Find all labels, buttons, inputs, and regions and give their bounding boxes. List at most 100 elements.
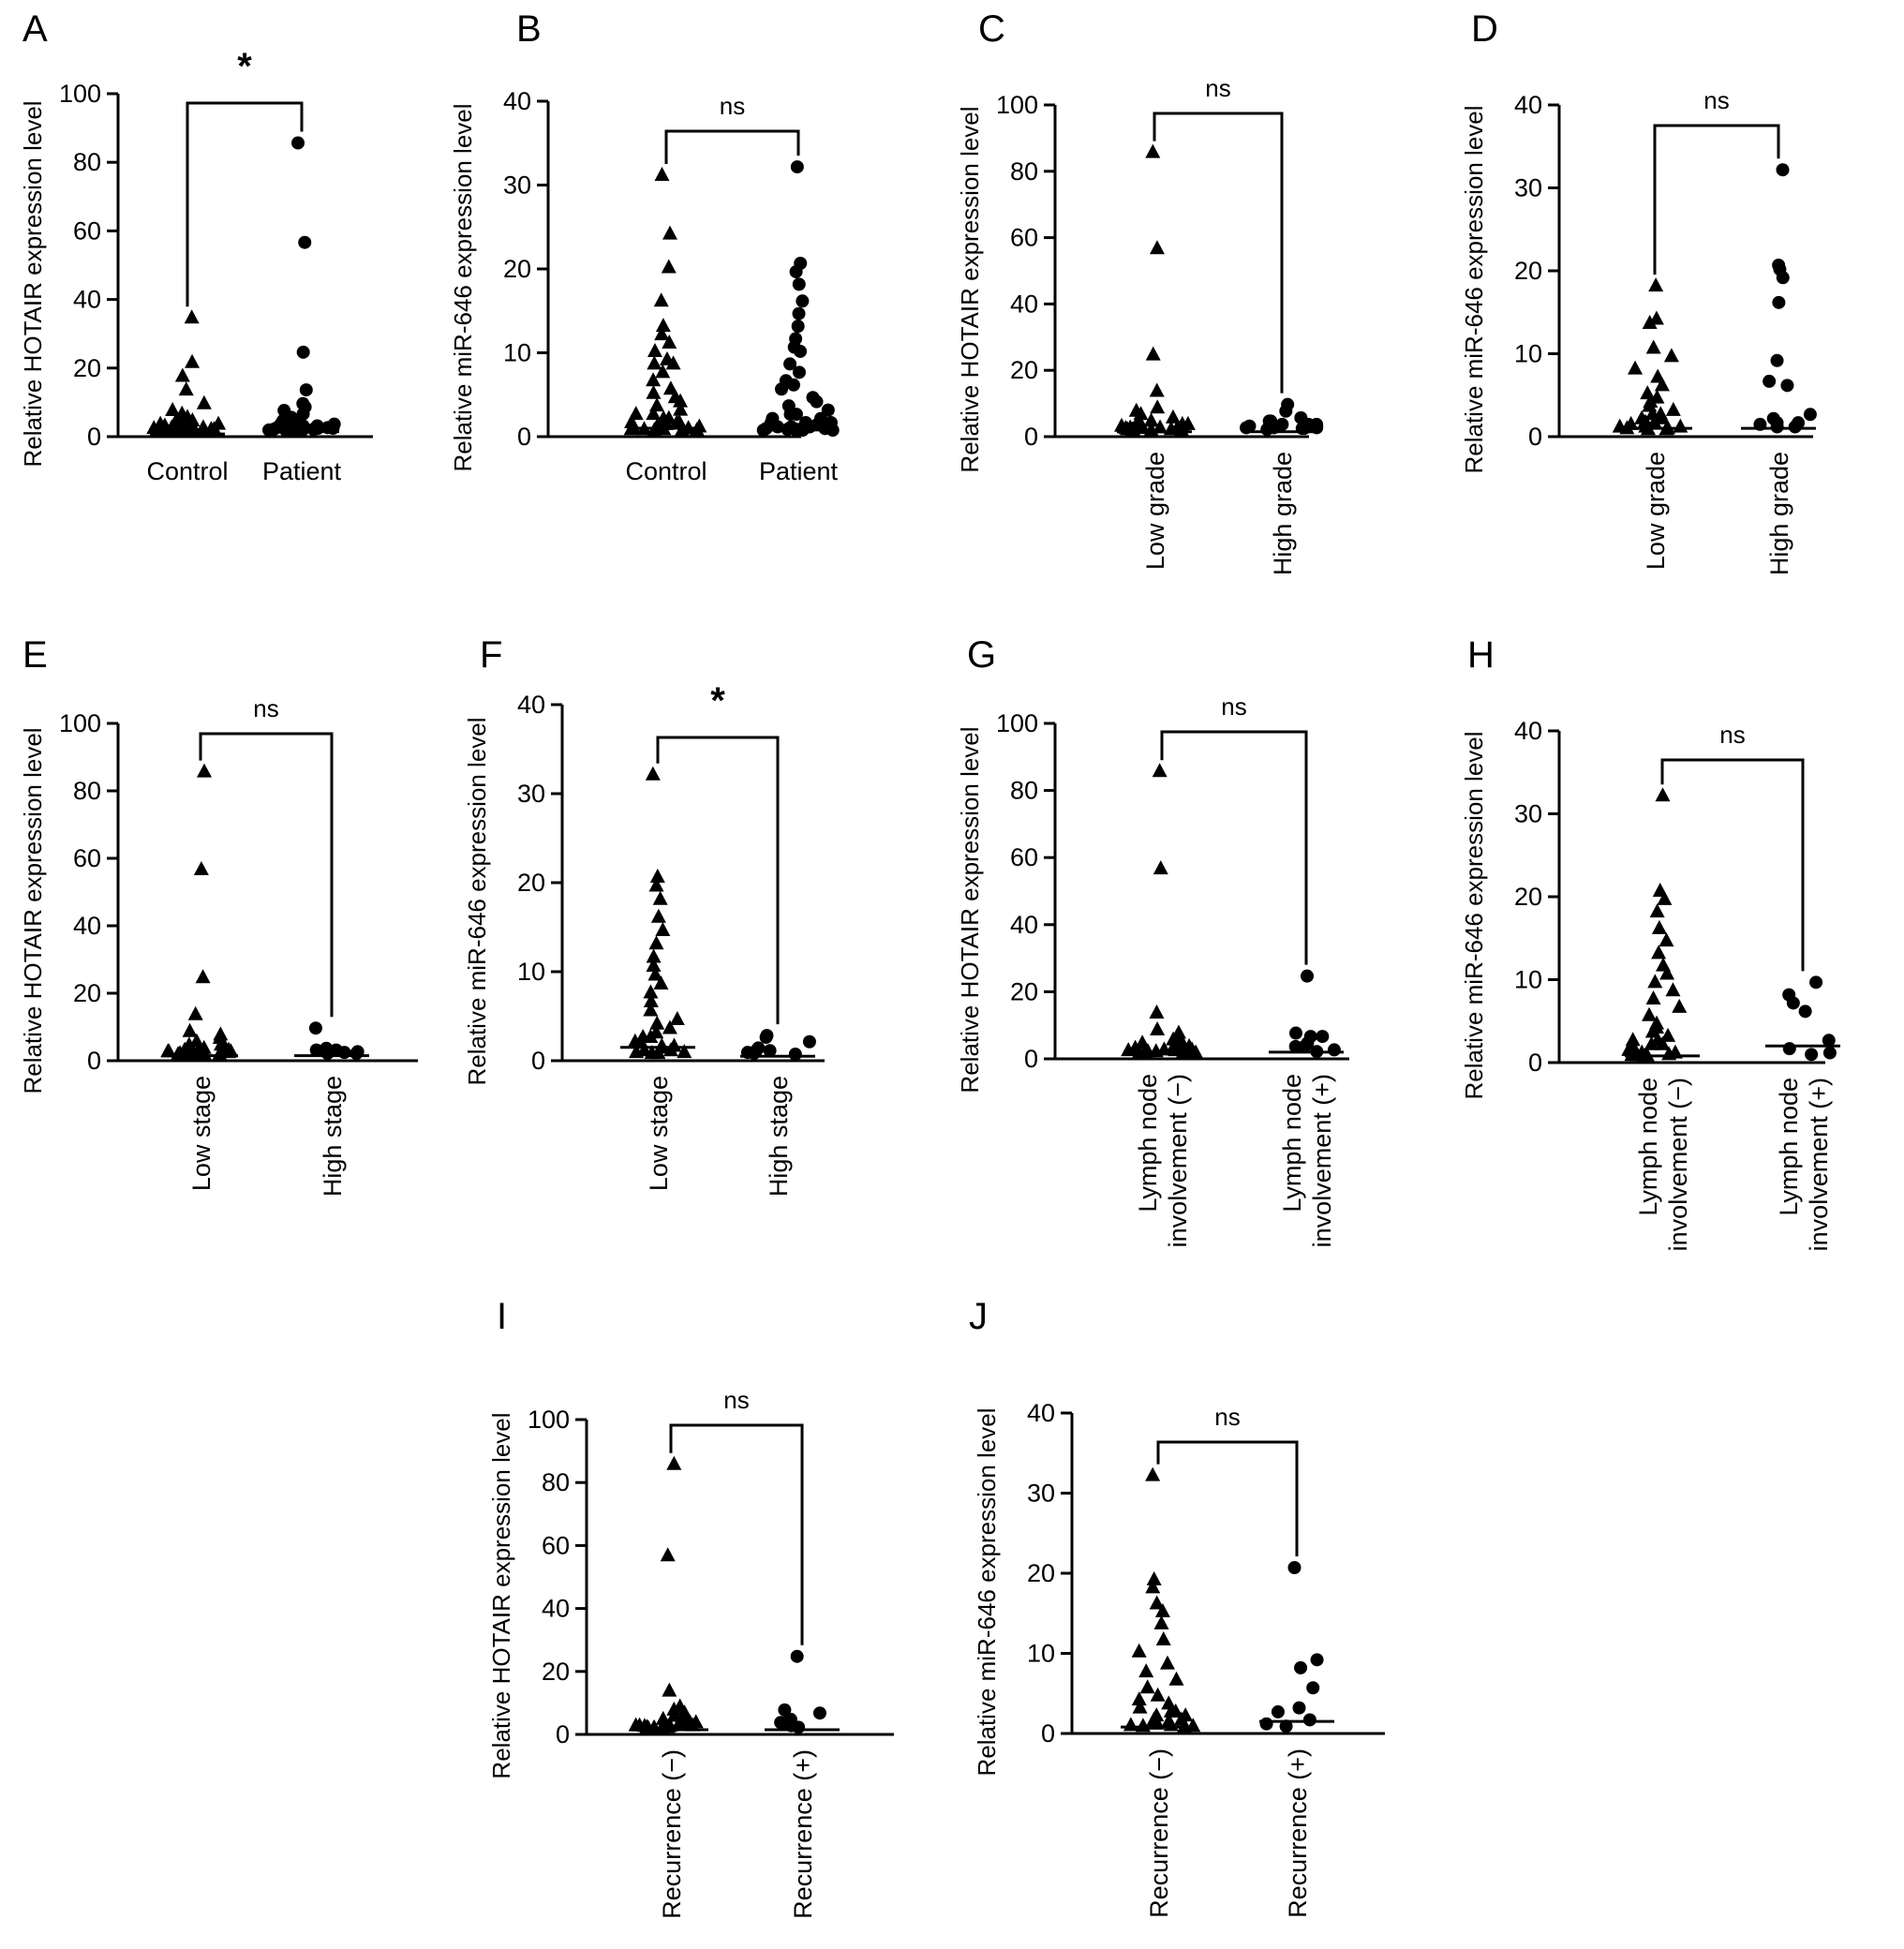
y-axis-label: Relative HOTAIR expression level [487, 1412, 515, 1778]
data-point-circle [1279, 404, 1293, 418]
data-point-triangle [647, 355, 662, 370]
data-point-circle [1809, 975, 1823, 989]
data-point-circle [1306, 1681, 1320, 1695]
data-point-circle [778, 1703, 792, 1717]
data-point-triangle [653, 292, 669, 307]
data-point-circle [291, 136, 305, 150]
data-point-triangle [646, 948, 662, 963]
data-point-triangle [203, 421, 219, 436]
data-point-triangle [185, 353, 201, 368]
data-point-triangle [196, 763, 212, 778]
x-category-label-line: Low grade [1642, 452, 1670, 570]
data-point-triangle [1659, 932, 1674, 947]
data-point-circle [1803, 408, 1817, 422]
data-point-triangle [146, 420, 162, 435]
y-tick-label: 40 [517, 691, 545, 719]
data-point-triangle [669, 1011, 685, 1025]
data-point-triangle [1645, 990, 1661, 1005]
x-category-label: High grade [1765, 452, 1793, 575]
data-point-circle [1788, 420, 1802, 434]
data-point-circle [296, 345, 310, 359]
data-point-triangle [1654, 409, 1670, 424]
y-tick-label: 20 [1514, 257, 1542, 285]
x-category-label-line: High grade [1269, 452, 1297, 575]
data-point-triangle [1644, 1035, 1659, 1050]
x-category-label-line: involvement (+) [1308, 1074, 1336, 1247]
y-tick-label: 80 [73, 777, 101, 805]
y-axis-label: Relative HOTAIR expression level [956, 726, 984, 1093]
x-category-label: Recurrence (+) [789, 1749, 817, 1919]
significance-bracket [664, 129, 800, 165]
data-point-circle [763, 1044, 777, 1058]
data-point-triangle [646, 958, 662, 972]
data-point-triangle [655, 364, 671, 379]
panel-d: D 0 10 20 30 40 Relative miR-646 expression le… [1460, 8, 1817, 575]
data-point-triangle [1153, 860, 1168, 875]
data-point-triangle [1149, 1004, 1165, 1019]
data-point-triangle [1655, 1035, 1671, 1050]
y-axis-label: Relative miR-646 expression level [449, 103, 477, 471]
panel-h: H 0 10 20 30 40 Relative miR-646 expression le… [1460, 634, 1840, 1251]
panel-e: E 0 20 40 60 80 100 Relative HOTAIR expression … [19, 634, 418, 1197]
data-point-triangle [660, 1547, 676, 1562]
data-point-triangle [1655, 787, 1671, 802]
panel-label: E [22, 634, 48, 676]
x-category-label-line: Lymph node [1278, 1074, 1306, 1213]
data-point-circle [1780, 379, 1794, 393]
significance-label: ns [1205, 74, 1230, 102]
data-point-triangle [187, 1005, 203, 1020]
data-point-triangle [1123, 1717, 1138, 1732]
x-category-label-line: Recurrence (+) [1284, 1748, 1312, 1918]
data-point-circle [792, 1720, 806, 1734]
data-point-triangle [1644, 1023, 1660, 1038]
panel-c: C 0 20 40 60 80 100 Relative HOTAIR expression … [956, 8, 1324, 575]
data-point-circle [790, 1649, 804, 1663]
y-tick-label: 0 [1528, 1049, 1542, 1077]
x-category-label-line: High stage [319, 1076, 347, 1197]
data-point-triangle [1155, 1630, 1171, 1645]
y-tick-label: 10 [1514, 340, 1542, 368]
data-point-circle [1298, 1039, 1312, 1053]
data-point-triangle [184, 309, 200, 324]
data-point-triangle [1663, 348, 1679, 363]
data-point-triangle [1624, 1047, 1640, 1062]
data-point-triangle [1145, 1466, 1161, 1481]
data-point-circle [786, 378, 800, 392]
panel-label: A [22, 8, 48, 50]
x-category-label-line: involvement (−) [1164, 1074, 1192, 1247]
y-tick-label: 0 [1024, 1045, 1038, 1073]
data-point-triangle [665, 355, 681, 370]
data-point-triangle [653, 975, 669, 989]
y-tick-label: 10 [503, 339, 531, 367]
panel-i: I 0 20 40 60 80 100 Relative HOTAIR expression … [487, 1296, 894, 1919]
x-category-label: Lymph nodeinvolvement (+) [1775, 1078, 1833, 1251]
data-point-circle [1763, 374, 1777, 388]
data-point-circle [788, 1048, 802, 1062]
data-point-triangle [649, 1015, 665, 1030]
data-point-circle [1786, 996, 1800, 1010]
data-point-triangle [1131, 1643, 1147, 1658]
data-point-circle [792, 306, 806, 320]
y-tick-label: 100 [996, 91, 1038, 119]
data-point-triangle [1163, 1703, 1179, 1718]
significance-label: * [237, 46, 252, 87]
data-point-triangle [174, 367, 190, 382]
data-point-circle [1805, 1048, 1819, 1062]
data-point-triangle [186, 422, 202, 437]
y-axis-label: Relative HOTAIR expression level [956, 106, 984, 472]
x-category-label: Low stage [187, 1076, 216, 1191]
x-category-label: High grade [1269, 452, 1297, 575]
x-category-label-line: Low grade [1141, 452, 1169, 570]
y-tick-label: 0 [87, 1047, 101, 1075]
data-point-triangle [1149, 1595, 1165, 1610]
data-point-triangle [1625, 1032, 1641, 1047]
data-point-triangle [650, 1045, 666, 1060]
data-point-circle [1271, 1704, 1285, 1718]
y-tick-label: 0 [531, 1047, 545, 1075]
data-point-triangle [652, 890, 668, 905]
data-point-triangle [169, 422, 185, 437]
data-point-triangle [654, 167, 670, 182]
data-point-triangle [677, 1044, 692, 1059]
y-tick-label: 0 [87, 423, 101, 451]
x-category-label: High stage [765, 1076, 793, 1197]
